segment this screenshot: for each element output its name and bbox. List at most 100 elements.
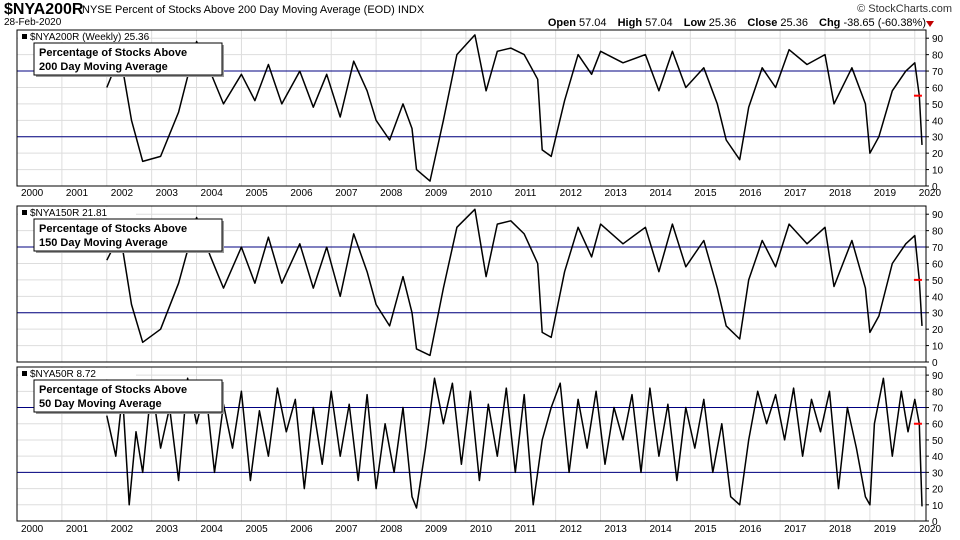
y-tick-label: 0	[932, 358, 938, 369]
panel-label-bg	[18, 31, 136, 42]
y-tick-label: 0	[932, 517, 938, 528]
annotation-line-1: Percentage of Stocks Above	[39, 223, 187, 235]
annotation-box	[33, 42, 223, 76]
panel-label-bg	[18, 368, 136, 379]
x-tick-label: 2006	[290, 188, 313, 199]
y-tick-label: 50	[932, 100, 944, 111]
x-tick-label: 2001	[66, 188, 89, 199]
chg-label: Chg	[819, 17, 841, 29]
y-tick-label: 50	[932, 436, 944, 447]
series-line	[106, 208, 923, 357]
panel-label: $NYA200R (Weekly) 25.36	[30, 32, 150, 43]
y-tick-label: 80	[932, 227, 944, 238]
x-tick-label: 2004	[201, 188, 224, 199]
y-tick-label: 30	[932, 309, 944, 320]
x-tick-label: 2000	[21, 188, 44, 199]
x-tick-label: 2019	[874, 188, 897, 199]
low-label: Low	[683, 17, 706, 29]
x-tick-label: 2005	[245, 188, 268, 199]
y-tick-label: 60	[932, 420, 944, 431]
x-tick-label: 2009	[425, 188, 448, 199]
x-tick-label: 2008	[380, 188, 403, 199]
x-tick-label: 2008	[380, 524, 403, 535]
chart-date: 28-Feb-2020	[4, 17, 62, 28]
annotation-box	[33, 379, 223, 413]
series-swatch	[22, 34, 27, 39]
x-tick-label: 2005	[245, 524, 268, 535]
x-tick-label: 2012	[560, 524, 583, 535]
annotation-line-1: Percentage of Stocks Above	[39, 47, 187, 59]
open-value: 57.04	[579, 17, 607, 29]
y-tick-label: 60	[932, 83, 944, 94]
open-label: Open	[547, 17, 576, 29]
x-tick-label: 2010	[470, 188, 493, 199]
x-tick-label: 2013	[605, 524, 628, 535]
y-tick-label: 30	[932, 468, 944, 479]
x-tick-label: 2002	[111, 524, 134, 535]
x-tick-label: 2001	[66, 524, 89, 535]
x-tick-label: 2000	[21, 524, 44, 535]
down-triangle-icon	[926, 21, 934, 27]
x-tick-label: 2003	[156, 524, 179, 535]
x-tick-label: 2016	[739, 188, 762, 199]
x-tick-label: 2007	[335, 188, 358, 199]
series-swatch	[22, 371, 27, 376]
y-tick-label: 40	[932, 292, 944, 303]
x-tick-label: 2009	[425, 524, 448, 535]
x-tick-label: 2012	[560, 188, 583, 199]
y-tick-label: 20	[932, 149, 944, 160]
x-tick-label: 2010	[470, 524, 493, 535]
x-tick-label: 2017	[784, 188, 807, 199]
y-tick-label: 90	[932, 210, 944, 221]
y-tick-label: 20	[932, 325, 944, 336]
y-tick-label: 70	[932, 67, 944, 78]
x-tick-label: 2003	[156, 188, 179, 199]
x-tick-label: 2014	[649, 188, 672, 199]
y-tick-label: 10	[932, 501, 944, 512]
y-tick-label: 80	[932, 51, 944, 62]
series-line	[106, 377, 923, 509]
x-tick-label: 2018	[829, 524, 852, 535]
low-value: 25.36	[708, 17, 737, 29]
close-label: Close	[747, 17, 778, 29]
x-tick-label: 2011	[515, 188, 537, 199]
annotation-line-1: Percentage of Stocks Above	[39, 384, 187, 396]
y-tick-label: 50	[932, 276, 944, 287]
y-tick-label: 90	[932, 34, 944, 45]
high-value: 57.04	[645, 17, 673, 29]
y-tick-label: 30	[932, 133, 944, 144]
x-tick-label: 2004	[201, 524, 224, 535]
series-swatch	[22, 210, 27, 215]
x-tick-label: 2018	[829, 188, 852, 199]
symbol-title: $NYA200R	[4, 1, 84, 18]
x-tick-label: 2002	[111, 188, 134, 199]
x-tick-label: 2014	[649, 524, 672, 535]
x-tick-label: 2006	[290, 524, 313, 535]
x-tick-label: 2011	[515, 524, 537, 535]
x-tick-label: 2020	[919, 188, 942, 199]
x-tick-label: 2015	[694, 524, 717, 535]
y-tick-label: 90	[932, 371, 944, 382]
panel-label-bg	[18, 207, 136, 218]
close-value: 25.36	[780, 17, 808, 29]
high-label: High	[617, 17, 643, 29]
quote-bar: Open 57.04 High 57.04 Low 25.36 Close 25…	[548, 17, 926, 29]
x-tick-label: 2017	[784, 524, 807, 535]
y-tick-label: 20	[932, 485, 944, 496]
series-line	[106, 34, 923, 182]
annotation-line-2: 50 Day Moving Average	[39, 398, 162, 410]
y-tick-label: 70	[932, 404, 944, 415]
x-tick-label: 2013	[605, 188, 628, 199]
x-tick-label: 2019	[874, 524, 897, 535]
panel-frame	[16, 205, 927, 363]
y-tick-label: 40	[932, 116, 944, 127]
panel-frame	[16, 29, 927, 187]
y-tick-label: 60	[932, 259, 944, 270]
x-tick-label: 2016	[739, 524, 762, 535]
annotation-line-2: 150 Day Moving Average	[39, 237, 168, 249]
panel-frame	[16, 366, 927, 522]
panel-label: $NYA50R 8.72	[30, 369, 96, 380]
annotation-box	[33, 218, 223, 252]
chg-value: -38.65 (-60.38%)	[843, 17, 926, 29]
